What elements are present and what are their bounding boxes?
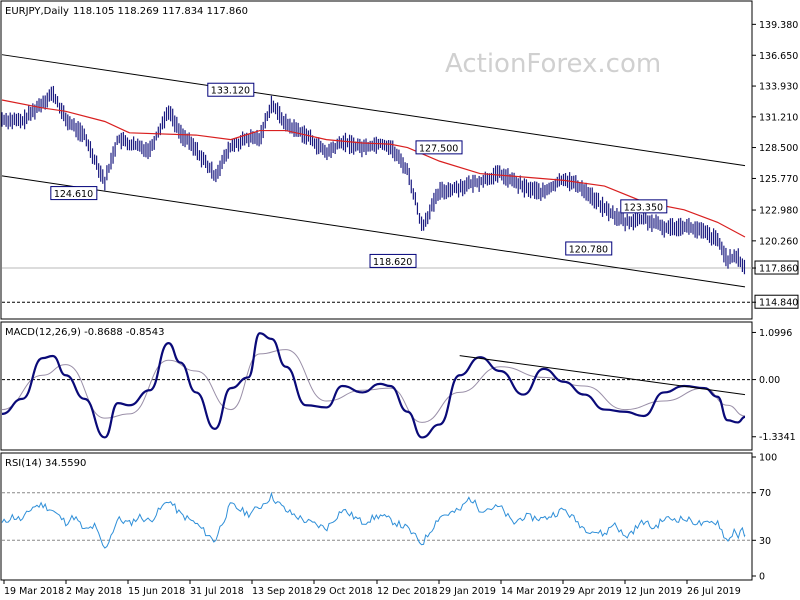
x-tick-label: 19 Mar 2018 (4, 586, 64, 597)
price-annotation-label: 124.610 (54, 189, 93, 200)
x-tick-label: 14 Mar 2019 (501, 586, 561, 597)
rsi-panel-title: RSI(14) 34.5590 (5, 458, 86, 469)
price-y-tick-label: 136.650 (759, 51, 798, 62)
x-tick-label: 12 Dec 2018 (377, 586, 438, 597)
channel-upper-line (1, 54, 746, 167)
price-y-tick-label: 122.980 (759, 206, 798, 217)
macd-y-tick-label: -1.3341 (759, 432, 796, 443)
price-annotation-box (50, 186, 98, 201)
x-tick-label: 2 May 2018 (66, 586, 122, 597)
x-tick-label: 13 Sep 2018 (252, 586, 312, 597)
price-panel-frame (0, 0, 753, 320)
rsi-y-tick-label: 70 (759, 488, 771, 499)
price-annotation-box (369, 253, 417, 268)
price-annotation-label: 120.780 (569, 244, 608, 255)
price-annotation-label: 133.120 (211, 86, 250, 97)
price-annotation-box (565, 241, 613, 256)
price-panel-title: EURJPY,Daily (5, 6, 69, 17)
macd-panel-title: MACD(12,26,9) -0.8688 -0.8543 (5, 327, 165, 338)
x-tick-label: 29 Oct 2018 (314, 586, 373, 597)
price-y-tick-label: 114.840 (759, 298, 798, 309)
price-annotation-label: 127.500 (419, 143, 458, 154)
macd-panel-frame (0, 321, 753, 451)
rsi-y-tick-label: 0 (759, 572, 765, 583)
price-y-tick-label: 120.260 (759, 236, 798, 247)
price-y-tick-label: 125.770 (759, 174, 798, 185)
price-annotation-box (207, 82, 255, 97)
x-tick-label: 29 Apr 2019 (563, 586, 622, 597)
rsi-y-tick-label: 100 (759, 453, 777, 464)
macd-trendline (459, 355, 746, 396)
price-annotation-label: 123.350 (624, 202, 663, 213)
price-y-tick-label: 131.210 (759, 112, 798, 123)
macd-y-tick-label: 1.0996 (759, 328, 792, 339)
macd-y-tick-label: 0.00 (759, 375, 780, 386)
price-annotation-box (620, 199, 668, 214)
watermark: ActionForex.com (445, 49, 661, 79)
macd-signal-line (1, 349, 746, 423)
price-annotation-label: 118.620 (373, 257, 412, 268)
price-panel-ohlc: 118.105 118.269 117.834 117.860 (73, 6, 248, 17)
x-tick-label: 15 Jun 2018 (128, 586, 185, 597)
rsi-panel-frame (0, 452, 753, 581)
price-y-tick-label: 139.380 (759, 20, 798, 31)
moving-average-line (1, 99, 746, 238)
x-tick-label: 29 Jan 2019 (439, 586, 496, 597)
price-annotation-box (415, 140, 463, 155)
x-tick-label: 12 Jun 2019 (625, 586, 682, 597)
channel-lower-line (1, 175, 746, 288)
price-y-tick-label: 128.500 (759, 143, 798, 154)
macd-line (1, 332, 746, 439)
rsi-y-tick-label: 30 (759, 536, 771, 547)
price-y-tick-label: 133.930 (759, 82, 798, 93)
x-tick-label: 31 Jul 2018 (190, 586, 244, 597)
price-y-tick-label: 117.860 (759, 264, 798, 275)
rsi-line (1, 491, 746, 549)
x-tick-label: 26 Jul 2019 (687, 586, 741, 597)
